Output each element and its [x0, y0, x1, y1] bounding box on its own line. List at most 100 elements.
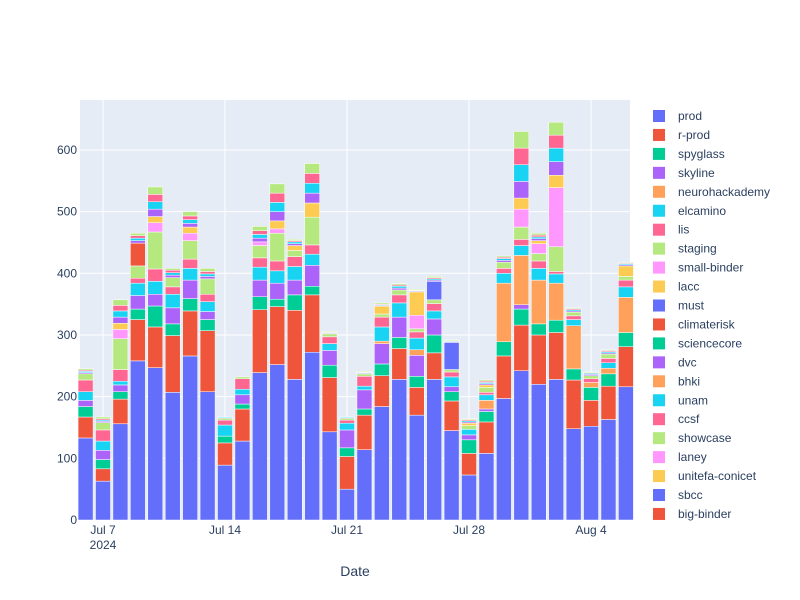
bar-segment-spyglass [461, 439, 477, 454]
bar-segment-dvc [112, 316, 129, 324]
bar-segment-spyglass [130, 308, 146, 320]
bar-segment-r-prod [112, 398, 129, 425]
x-axis-title: Date [340, 563, 370, 579]
legend-label: skyline [678, 166, 715, 180]
bar-segment-spyglass [531, 323, 547, 336]
bar-segment-prod [443, 430, 460, 521]
legend-item-unam[interactable]: unam [653, 393, 708, 407]
legend-item-dvc[interactable]: dvc [653, 355, 697, 369]
bars [77, 121, 634, 521]
legend-item-climaterisk[interactable]: climaterisk [653, 317, 736, 331]
bar-segment-elcamino [95, 440, 111, 451]
legend-item-spyglass[interactable]: spyglass [653, 147, 725, 161]
legend-item-staging[interactable]: staging [653, 242, 717, 256]
legend-item-laney[interactable]: laney [653, 450, 707, 464]
bar-segment-unam [147, 201, 164, 210]
bar-segment-showcase [443, 339, 460, 341]
bar-segment-skyline [391, 316, 408, 338]
legend-item-ccsf[interactable]: ccsf [653, 412, 700, 426]
bar-segment-r-prod [199, 330, 216, 392]
legend-item-elcamino[interactable]: elcamino [653, 204, 726, 218]
legend-label: lacc [678, 280, 699, 294]
legend-swatch [653, 204, 665, 217]
legend-label: bhki [678, 374, 700, 388]
legend-swatch [653, 489, 665, 501]
bar-segment-neurohackademy [374, 340, 390, 344]
bar-segment-spyglass [583, 387, 599, 401]
bar-segment-staging [77, 373, 94, 381]
legend-swatch [653, 507, 665, 520]
bar-segment-spyglass [618, 332, 634, 347]
bar-segment-lis [112, 369, 129, 382]
bar-segment-spyglass [496, 341, 512, 357]
bar-segment-staging [565, 311, 582, 317]
bar-segment-skyline [339, 429, 355, 449]
legend-item-small-binder[interactable]: small-binder [653, 261, 743, 275]
legend-label: small-binder [678, 261, 743, 275]
bar-segment-unam [548, 147, 564, 162]
legend-label: showcase [678, 431, 732, 445]
bar-segment-lacc [112, 323, 129, 330]
bar-segment-lacc [408, 291, 425, 316]
bar-segment-skyline [234, 394, 251, 405]
bar-segment-small-binder [513, 208, 530, 228]
bar-segment-showcase [182, 211, 198, 217]
bar-segment-spyglass [478, 411, 495, 423]
bar-segment-neurohackademy [408, 349, 425, 356]
y-tick-label: 400 [57, 266, 77, 280]
bar-segment-unam [182, 219, 198, 224]
legend-item-must[interactable]: must [653, 299, 705, 313]
legend-label: must [678, 299, 705, 313]
y-tick-label: 500 [57, 205, 77, 219]
bar-segment-elcamino [565, 319, 582, 326]
bar-segment-r-prod [77, 416, 94, 439]
bar-segment-r-prod [600, 385, 617, 420]
bar-segment-dvc [199, 276, 216, 280]
bar-segment-elcamino [548, 273, 564, 284]
bar-segment-neurohackademy [618, 297, 634, 333]
legend-item-lacc[interactable]: lacc [653, 280, 699, 294]
bar-segment-elcamino [199, 301, 216, 312]
bar-segment-elcamino [321, 343, 338, 351]
legend-item-r-prod[interactable]: r-prod [653, 128, 710, 142]
bar-segment-lis [182, 258, 198, 269]
legend-item-lis[interactable]: lis [653, 223, 689, 237]
bar-segment-showcase [130, 232, 146, 236]
bar-segment-lis [496, 268, 512, 274]
legend-item-showcase[interactable]: showcase [653, 431, 732, 445]
bar-segment-staging [583, 375, 599, 380]
legend-item-sbcc[interactable]: sbcc [653, 488, 703, 502]
bar-segment-r-prod [565, 379, 582, 429]
bar-segment-staging [391, 289, 408, 296]
legend-item-neurohackademy[interactable]: neurohackademy [653, 185, 770, 199]
bar-segment-prod [217, 464, 233, 521]
legend-item-unitefa-conicet[interactable]: unitefa-conicet [653, 469, 757, 483]
bar-segment-dvc [182, 223, 198, 228]
bar-segment-unam [199, 273, 216, 277]
bar-segment-r-prod [374, 375, 390, 407]
legend-item-bhki[interactable]: bhki [653, 374, 700, 388]
bar-segment-r-prod [182, 310, 198, 357]
bar-segment-showcase [95, 416, 111, 420]
bar-segment-skyline [426, 318, 442, 336]
legend-item-sciencecore[interactable]: sciencecore [653, 336, 742, 350]
legend-swatch [653, 261, 665, 274]
bar-segment-lacc [461, 422, 477, 426]
bar-segment-staging [112, 338, 129, 370]
legend-item-prod[interactable]: prod [653, 109, 702, 123]
bar-segment-neurohackademy [600, 368, 617, 375]
bar-segment-unam [164, 272, 181, 276]
legend-item-big-binder[interactable]: big-binder [653, 507, 731, 521]
bar-segment-r-prod [95, 468, 111, 482]
bar-segment-lis [321, 336, 338, 344]
bar-segment-small-binder [182, 232, 198, 241]
bar-segment-spyglass [513, 308, 530, 326]
bar-segment-prod [531, 384, 547, 521]
bar-segment-skyline [513, 304, 530, 310]
bar-segment-lacc [147, 216, 164, 223]
bar-segment-ccsf [304, 173, 320, 184]
bar-segment-spyglass [147, 305, 164, 328]
bar-segment-prod [618, 386, 634, 521]
legend-item-skyline[interactable]: skyline [653, 166, 715, 180]
